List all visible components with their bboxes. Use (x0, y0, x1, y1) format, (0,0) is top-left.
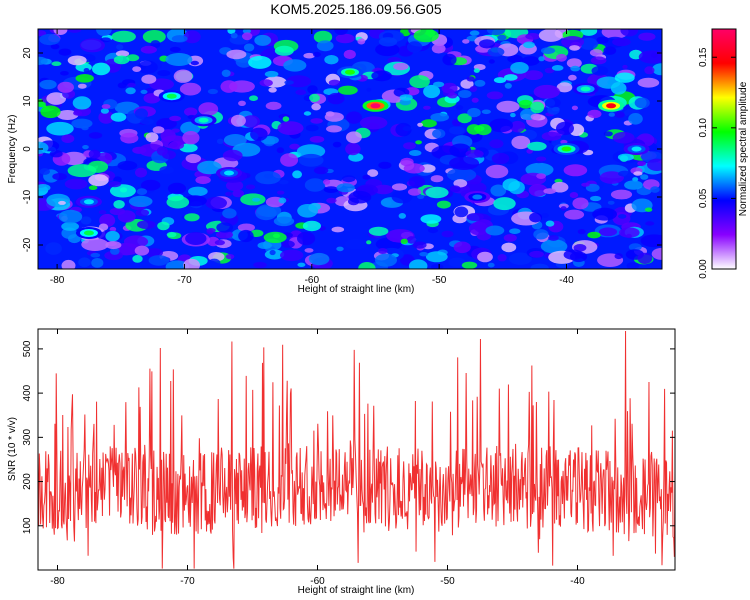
heatmap-hotspot (553, 143, 580, 155)
snr-y-label: SNR (10 * v/v) (7, 417, 18, 481)
y-tick-label: 10 (22, 95, 33, 107)
snr-background (38, 329, 675, 570)
colorbar-label: Normalized spectral amplitude (738, 81, 749, 216)
y-tick-label: 20 (22, 47, 33, 59)
snr-x-label: Height of straight line (km) (298, 585, 415, 596)
x-tick-label: -70 (177, 275, 192, 286)
x-tick-label: -70 (180, 576, 195, 587)
colorbar-ramp (712, 29, 736, 269)
spectrogram-y-label: Frequency (Hz) (7, 115, 18, 184)
y-tick-label: 500 (22, 340, 33, 357)
snr-series-line (38, 330, 675, 569)
y-tick-label: 400 (22, 384, 33, 401)
snr-panel: -80 -70 -60 -50 -40 100 200 300 400 500 Height o… (7, 328, 676, 596)
x-tick-label: -60 (310, 576, 325, 587)
heatmap-hotspot (75, 195, 102, 208)
x-tick-label: -60 (305, 275, 320, 286)
x-tick-label: -50 (440, 576, 455, 587)
heatmap-hotspot (362, 99, 389, 112)
colorbar-frame (711, 28, 737, 270)
spectrogram-x-label: Height of straight line (km) (298, 284, 415, 295)
x-tick-label: -40 (570, 576, 585, 587)
y-tick-label: 0 (22, 146, 33, 152)
heatmap-hotspot (598, 99, 625, 112)
heatmap-hotspot (464, 191, 491, 203)
chart-title: KOM5.2025.186.09.56.G05 (270, 1, 441, 17)
heatmap-hotspot (216, 167, 243, 179)
y-tick-label: 200 (22, 473, 33, 490)
colorbar-ticks: 0.00 0.05 0.10 0.15 (698, 47, 736, 279)
snr-x-ticks: -80 -70 -60 -50 -40 (50, 329, 585, 587)
heatmap-hotspot (75, 227, 102, 239)
colorbar: 0.00 0.05 0.10 0.15 Normalized spectral amp… (698, 28, 749, 279)
colorbar-tick-label: 0.15 (698, 47, 709, 67)
x-tick-label: -40 (559, 275, 574, 286)
spectrogram-x-ticks: -80 -70 -60 -50 -40 (50, 29, 574, 286)
snr-frame (37, 328, 676, 571)
x-tick-label: -50 (432, 275, 447, 286)
y-tick-label: 300 (22, 429, 33, 446)
snr-y-ticks: 100 200 300 400 500 (22, 340, 675, 534)
colorbar-tick-label: 0.05 (698, 188, 709, 208)
colorbar-tick-label: 0.00 (698, 259, 709, 279)
heatmap-hotspot (337, 66, 363, 79)
y-tick-label: 100 (22, 517, 33, 534)
spectrogram-y-ticks: 20 10 0 -10 -20 (22, 47, 662, 252)
heatmap-hotspot (190, 114, 217, 127)
heatmap-hotspot (158, 90, 185, 103)
spectrogram-heatmap (38, 29, 662, 269)
x-tick-label: -80 (50, 275, 65, 286)
heatmap-hotspot (623, 143, 650, 155)
spectrogram-panel: -80 -70 -60 -50 -40 20 10 0 -10 -20 Height of st… (7, 28, 663, 295)
y-tick-label: -10 (22, 189, 33, 204)
y-tick-label: -20 (22, 237, 33, 252)
heatmap-hotspot (572, 83, 599, 95)
x-tick-label: -80 (50, 576, 65, 587)
colorbar-tick-label: 0.10 (698, 118, 709, 138)
